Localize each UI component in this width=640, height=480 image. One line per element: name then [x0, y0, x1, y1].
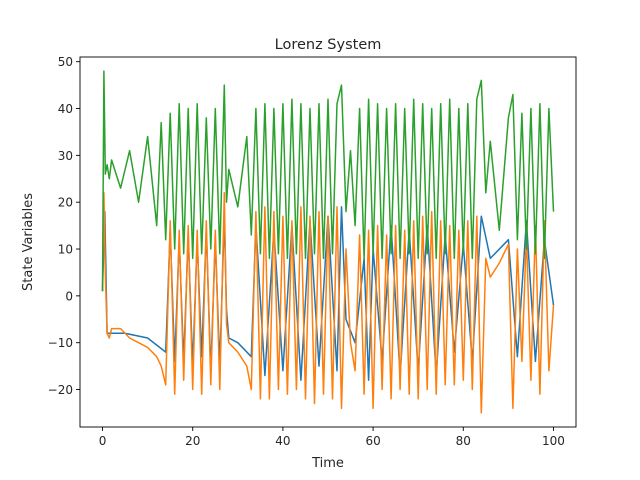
x-tick-label: 0 — [99, 434, 107, 448]
y-tick-label: 10 — [58, 243, 73, 257]
x-axis-label: Time — [311, 456, 344, 471]
x-tick-label: 40 — [275, 434, 290, 448]
y-axis: −20 −10 0 10 20 30 40 50 — [48, 55, 80, 397]
x-tick-label: 60 — [365, 434, 380, 448]
series-line-2 — [101, 70, 555, 292]
y-tick-label: 30 — [58, 149, 73, 163]
chart-title: Lorenz System — [275, 37, 382, 53]
y-tick-label: 40 — [58, 102, 73, 116]
y-tick-label: −10 — [48, 336, 73, 350]
y-tick-label: 50 — [58, 55, 73, 69]
y-tick-label: 20 — [58, 196, 73, 210]
series-line-1 — [101, 192, 555, 414]
y-tick-label: 0 — [65, 289, 73, 303]
x-tick-label: 100 — [542, 434, 565, 448]
x-tick-label: 20 — [185, 434, 200, 448]
plot-area-frame — [79, 56, 577, 428]
x-axis: 0 20 40 60 80 100 — [99, 427, 565, 448]
y-axis-label: State Variables — [21, 193, 36, 291]
series-layer — [101, 70, 555, 414]
x-tick-label: 80 — [456, 434, 471, 448]
y-tick-label: −20 — [48, 383, 73, 397]
